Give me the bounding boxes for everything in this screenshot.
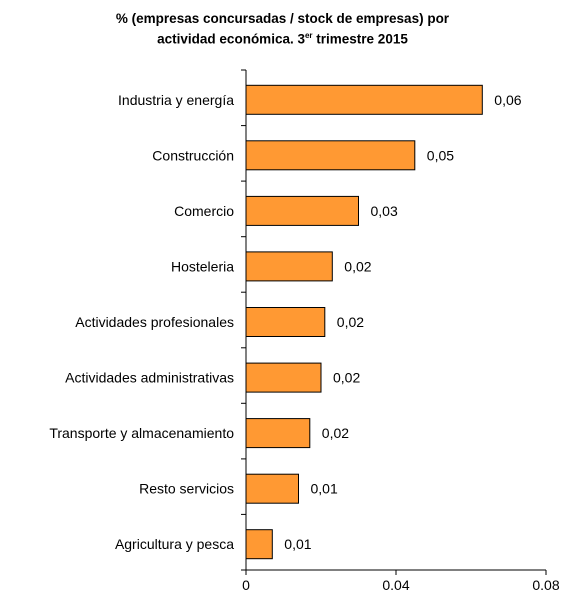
value-label: 0,06 xyxy=(494,92,521,108)
bar-2 xyxy=(245,195,359,226)
value-label: 0,05 xyxy=(427,147,454,163)
value-label: 0,01 xyxy=(284,536,311,552)
bar-0 xyxy=(245,84,483,115)
category-label: Comercio xyxy=(174,203,234,219)
chart-title-line-1: % (empresas concursadas / stock de empre… xyxy=(115,11,450,26)
bar-3 xyxy=(245,251,333,282)
chart-title-line-2-prefix: actividad económica. 3 xyxy=(157,31,305,47)
chart-title-line-2: actividad económica. 3er trimestre 2015 xyxy=(0,27,565,48)
bar-7 xyxy=(245,473,299,504)
bar-8 xyxy=(245,529,273,560)
category-label: Resto servicios xyxy=(139,481,234,497)
bar-1 xyxy=(245,140,416,171)
bar-6 xyxy=(245,418,311,449)
category-label: Industria y energía xyxy=(118,92,234,108)
category-label: Construcción xyxy=(152,147,234,163)
x-tick-label: 0.04 xyxy=(382,577,409,593)
value-label: 0,02 xyxy=(337,314,364,330)
value-label: 0,02 xyxy=(322,425,349,441)
chart-title-line-2-sup: er xyxy=(304,31,313,40)
value-label: 0,03 xyxy=(371,203,398,219)
bar-4 xyxy=(245,307,326,337)
chart-title-line-2-suffix: trimestre 2015 xyxy=(312,31,408,47)
category-label: Actividades administrativas xyxy=(65,370,234,386)
value-label: 0,02 xyxy=(333,370,360,386)
x-tick-label: 0 xyxy=(242,577,250,593)
chart-title: % (empresas concursadas / stock de empre… xyxy=(0,10,565,48)
category-label: Hosteleria xyxy=(171,258,234,274)
x-tick-label: 0.08 xyxy=(532,577,559,593)
value-label: 0,02 xyxy=(344,258,371,274)
category-label: Actividades profesionales xyxy=(75,314,234,330)
value-label: 0,01 xyxy=(311,481,338,497)
category-label: Transporte y almacenamiento xyxy=(49,425,234,441)
category-label: Agricultura y pesca xyxy=(115,536,234,552)
bar-5 xyxy=(245,362,322,393)
